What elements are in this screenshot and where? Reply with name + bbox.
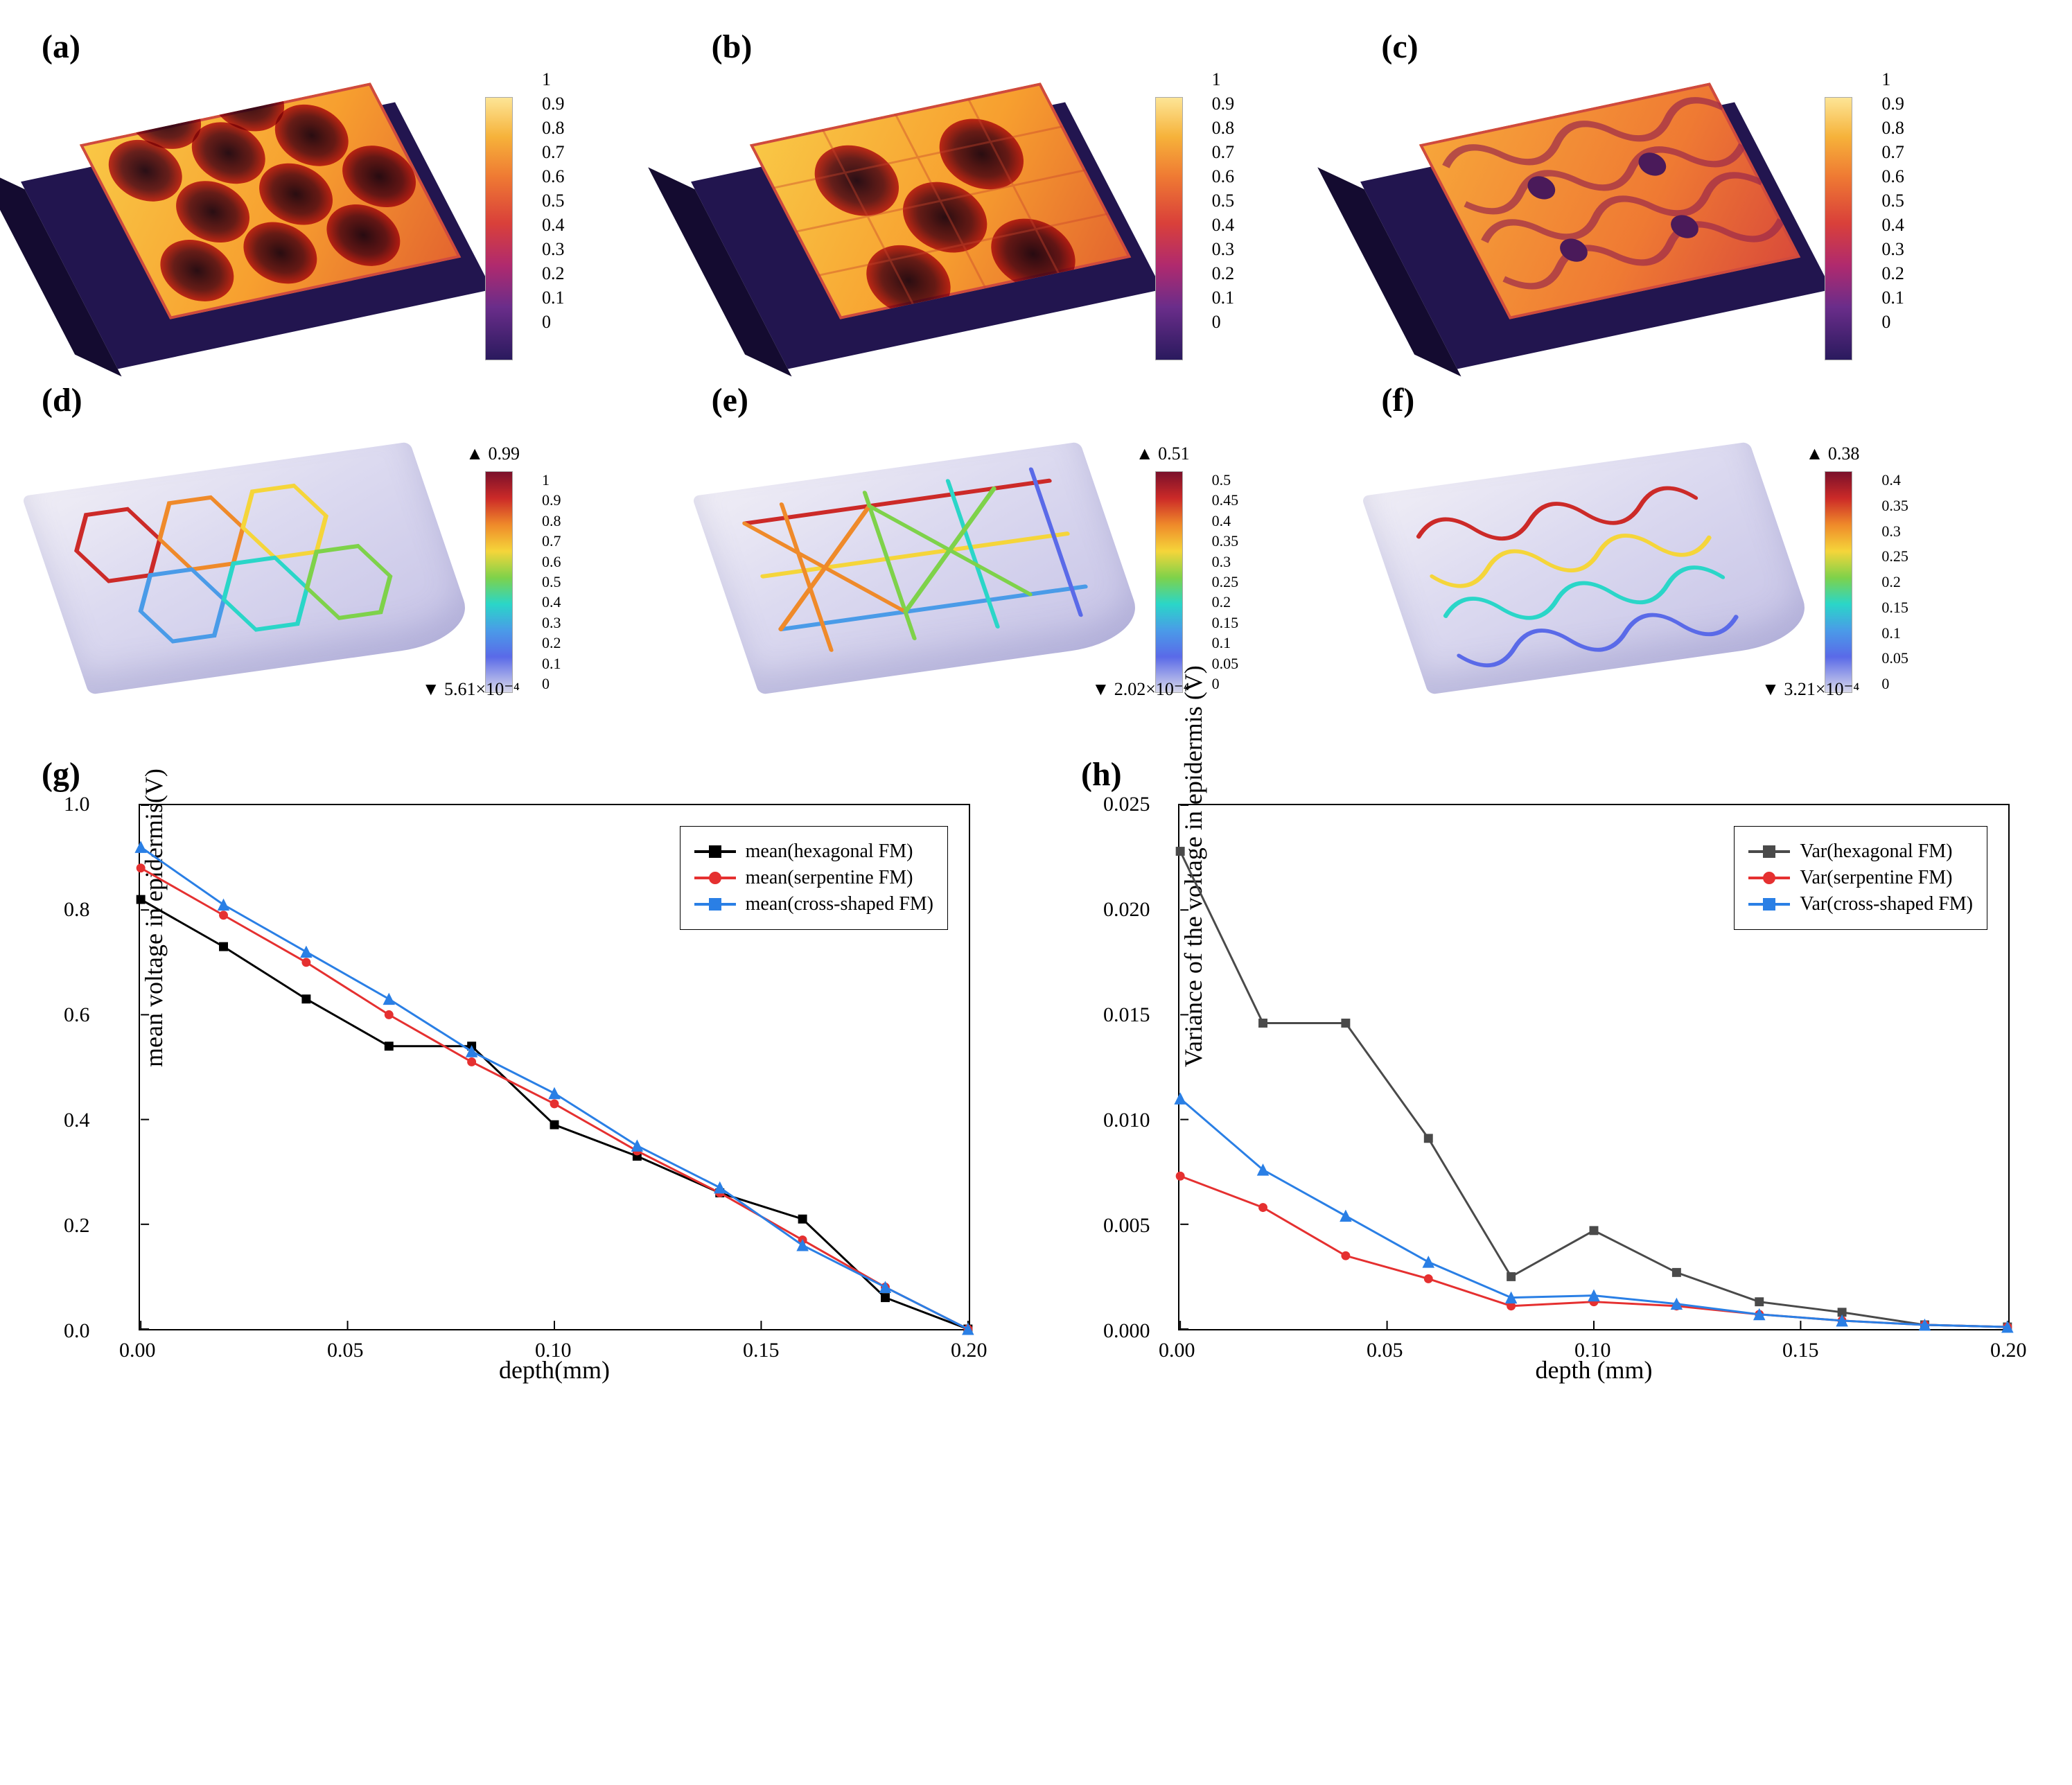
chart-g: mean voltage in epidermis(V) depth(mm) m… [139,804,970,1330]
max-f: ▲ 0.38 [1806,443,1860,464]
panel-e: (e) [712,381,1361,714]
label-h: (h) [1081,755,1122,793]
serpentine-mesh-icon [1380,457,1798,679]
colorbar-e-ticks: 0.50.450.40.350.30.250.20.150.10.050 [1212,471,1259,693]
bent-sheet-d [21,441,477,694]
colorbar-d [485,471,513,693]
min-f: ▼ 3.21×10⁻⁴ [1762,679,1859,700]
colorbar-c-ticks: 10.90.80.70.60.50.40.30.20.10 [1881,69,1929,333]
label-c: (c) [1381,28,1418,66]
colorbar-e [1155,471,1183,693]
colorbar-f [1825,471,1852,693]
colorbar-b-ticks: 10.90.80.70.60.50.40.30.20.10 [1212,69,1259,333]
colorbar-a-ticks: 10.90.80.70.60.50.40.30.20.10 [542,69,589,333]
label-g: (g) [42,755,80,793]
panel-c: (c) 10.90.80.70.60.50 [1381,28,2030,360]
chart-h: Variance of the voltage in epidermis (V)… [1178,804,2010,1330]
label-e: (e) [712,381,748,419]
min-d: ▼ 5.61×10⁻⁴ [422,679,520,700]
max-e: ▲ 0.51 [1136,443,1190,464]
colorbar-c [1825,97,1852,360]
label-a: (a) [42,28,80,66]
colorbar-d-ticks: 10.90.80.70.60.50.40.30.20.10 [542,471,589,693]
panel-f: (f) ▲ 0.38 0.40.350.30.250.20.150.10.050… [1381,381,2030,714]
panel-a: (a) 10.90.80.70.60.50.40.30.20.10 [42,28,691,360]
panel-h: (h) Variance of the voltage in epidermis… [1081,762,2037,1330]
min-e: ▼ 2.02×10⁻⁴ [1091,679,1189,700]
grid-mesh-icon [710,457,1128,679]
figure-grid: (a) 10.90.80.70.60.50.40.30.20.10 [42,28,2030,1330]
legend-g: mean(hexagonal FM)mean(serpentine FM)mea… [680,826,948,930]
label-b: (b) [712,28,753,66]
panel-d: (d) ▲ 0.99 10.90.80.70.60.50.40.30.20.10 [42,381,691,714]
panel-b: (b) [712,28,1361,360]
label-d: (d) [42,381,82,419]
label-f: (f) [1381,381,1414,419]
panel-g: (g) mean voltage in epidermis(V) depth(m… [42,762,998,1330]
hex-mesh-icon [40,457,459,679]
legend-h: Var(hexagonal FM)Var(serpentine FM)Var(c… [1734,826,1987,930]
colorbar-b [1155,97,1183,360]
max-d: ▲ 0.99 [466,443,520,464]
colorbar-f-ticks: 0.40.350.30.250.20.150.10.050 [1881,471,1929,693]
bent-sheet-e [692,441,1147,694]
bent-sheet-f [1362,441,1817,694]
colorbar-a [485,97,513,360]
